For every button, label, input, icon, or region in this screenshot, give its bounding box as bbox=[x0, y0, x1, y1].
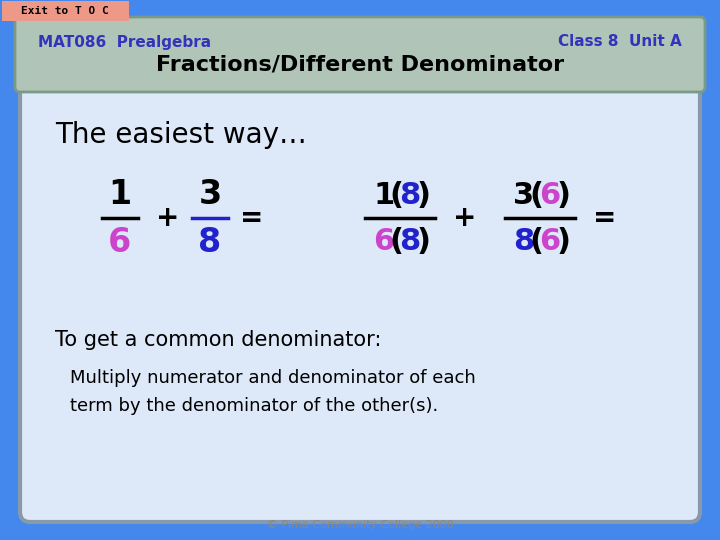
Text: 3: 3 bbox=[199, 179, 222, 212]
Text: Fractions/Different Denominator: Fractions/Different Denominator bbox=[156, 55, 564, 75]
Text: 8: 8 bbox=[513, 227, 535, 256]
FancyBboxPatch shape bbox=[20, 82, 700, 522]
Text: The easiest way…: The easiest way… bbox=[55, 121, 307, 149]
Text: MAT086  Prealgebra: MAT086 Prealgebra bbox=[38, 35, 211, 50]
Text: Multiply numerator and denominator of each: Multiply numerator and denominator of ea… bbox=[70, 369, 476, 387]
Text: 6: 6 bbox=[539, 227, 561, 256]
Text: 8: 8 bbox=[400, 180, 420, 210]
Text: (: ( bbox=[529, 227, 543, 256]
Text: =: = bbox=[593, 204, 617, 232]
Text: Exit to T O C: Exit to T O C bbox=[21, 6, 109, 16]
Text: 3: 3 bbox=[513, 180, 534, 210]
Text: 6: 6 bbox=[374, 227, 395, 256]
Text: 1: 1 bbox=[109, 179, 132, 212]
Text: =: = bbox=[240, 204, 264, 232]
Text: (: ( bbox=[389, 227, 403, 256]
Text: (: ( bbox=[389, 180, 403, 210]
Text: 8: 8 bbox=[400, 227, 420, 256]
Text: 1: 1 bbox=[374, 180, 395, 210]
Text: 8: 8 bbox=[199, 226, 222, 259]
Text: ): ) bbox=[557, 180, 571, 210]
Text: 6: 6 bbox=[109, 226, 132, 259]
Text: © Pima Community College 2000: © Pima Community College 2000 bbox=[266, 520, 454, 530]
Text: +: + bbox=[454, 204, 477, 232]
Text: Class 8  Unit A: Class 8 Unit A bbox=[558, 35, 682, 50]
Text: (: ( bbox=[529, 180, 543, 210]
FancyBboxPatch shape bbox=[15, 17, 705, 92]
Text: ): ) bbox=[557, 227, 571, 256]
Text: 6: 6 bbox=[539, 180, 561, 210]
Text: ): ) bbox=[417, 227, 431, 256]
Text: ): ) bbox=[417, 180, 431, 210]
Text: To get a common denominator:: To get a common denominator: bbox=[55, 330, 382, 350]
Text: term by the denominator of the other(s).: term by the denominator of the other(s). bbox=[70, 397, 438, 415]
Text: +: + bbox=[156, 204, 180, 232]
FancyBboxPatch shape bbox=[2, 1, 129, 21]
